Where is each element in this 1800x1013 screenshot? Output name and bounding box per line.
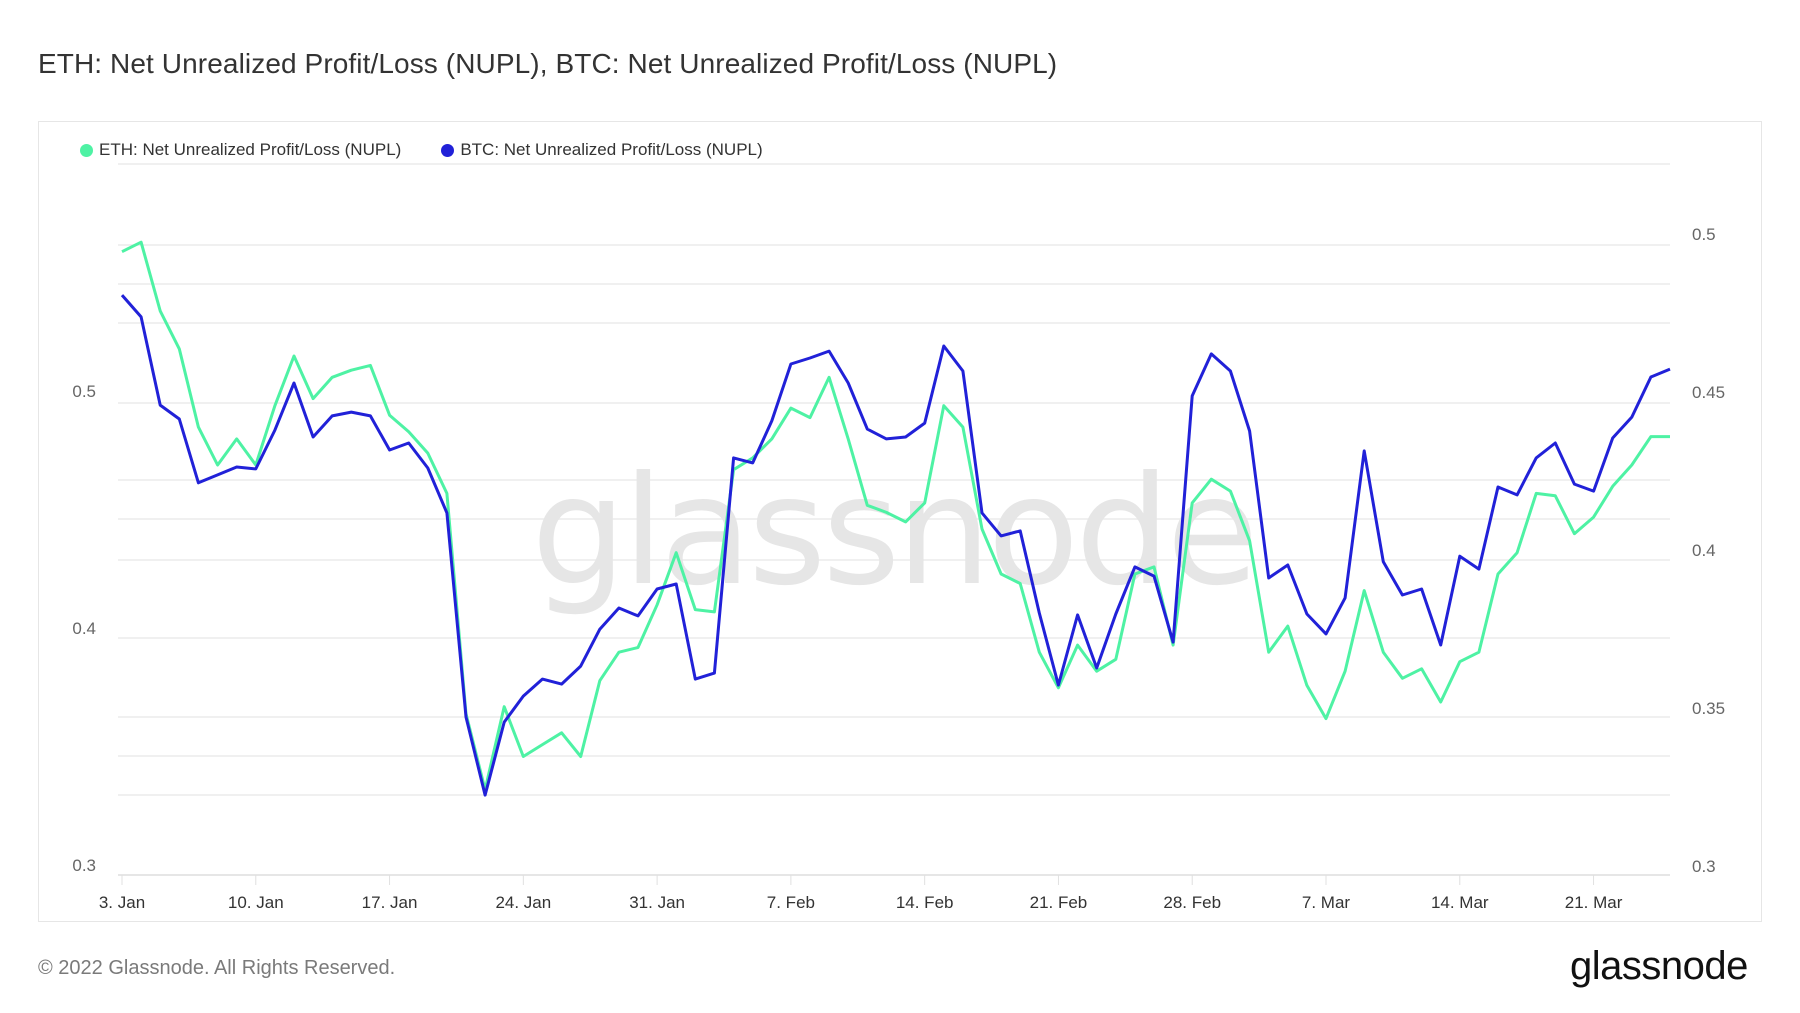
x-tick-label: 24. Jan — [495, 893, 551, 912]
y-right-tick-label: 0.45 — [1692, 383, 1725, 402]
x-tick-label: 3. Jan — [99, 893, 145, 912]
y-axis-left: 0.3 0.4 0.5 — [72, 382, 96, 875]
x-tick-label: 14. Feb — [896, 893, 954, 912]
legend: ETH: Net Unrealized Profit/Loss (NUPL) B… — [80, 138, 803, 162]
x-tick-label: 31. Jan — [629, 893, 685, 912]
legend-label: ETH: Net Unrealized Profit/Loss (NUPL) — [99, 140, 402, 159]
legend-item-btc[interactable]: BTC: Net Unrealized Profit/Loss (NUPL) — [441, 140, 763, 160]
glassnode-logo[interactable]: glassnode — [1570, 944, 1748, 988]
y-right-tick-label: 0.35 — [1692, 699, 1725, 718]
y-right-tick-label: 0.3 — [1692, 857, 1716, 876]
x-tick-label: 7. Mar — [1302, 893, 1351, 912]
btc-series-dot-icon — [441, 143, 455, 157]
x-tick-label: 10. Jan — [228, 893, 284, 912]
chart-title: ETH: Net Unrealized Profit/Loss (NUPL), … — [38, 48, 1058, 79]
eth-nupl-line[interactable] — [121, 240, 1670, 792]
eth-series-dot-icon — [80, 143, 93, 157]
y-axis-right: 0.3 0.35 0.4 0.45 0.5 — [1692, 225, 1725, 876]
btc-nupl-line[interactable] — [120, 294, 1671, 797]
x-tick-label: 7. Feb — [767, 893, 815, 912]
legend-item-eth[interactable]: ETH: Net Unrealized Profit/Loss (NUPL) — [80, 140, 401, 160]
watermark: glassnode — [531, 445, 1254, 619]
x-axis: 3. Jan 10. Jan 17. Jan 24. Jan 31. Jan 7. Feb… — [99, 875, 1623, 912]
gridlines — [118, 163, 1670, 876]
x-tick-label: 21. Mar — [1565, 893, 1623, 912]
x-tick-label: 21. Feb — [1030, 893, 1088, 912]
x-tick-label: 28. Feb — [1163, 893, 1221, 912]
y-left-tick-label: 0.5 — [72, 382, 96, 401]
y-left-tick-label: 0.3 — [72, 856, 96, 875]
x-tick-label: 17. Jan — [362, 893, 418, 912]
y-left-tick-label: 0.4 — [72, 619, 96, 638]
y-right-tick-label: 0.4 — [1692, 541, 1716, 560]
chart-frame — [38, 121, 1762, 922]
copyright-text: © 2022 Glassnode. All Rights Reserved. — [38, 957, 396, 979]
y-right-tick-label: 0.5 — [1692, 225, 1716, 244]
x-tick-label: 14. Mar — [1431, 893, 1489, 912]
legend-label: BTC: Net Unrealized Profit/Loss (NUPL) — [460, 140, 763, 159]
